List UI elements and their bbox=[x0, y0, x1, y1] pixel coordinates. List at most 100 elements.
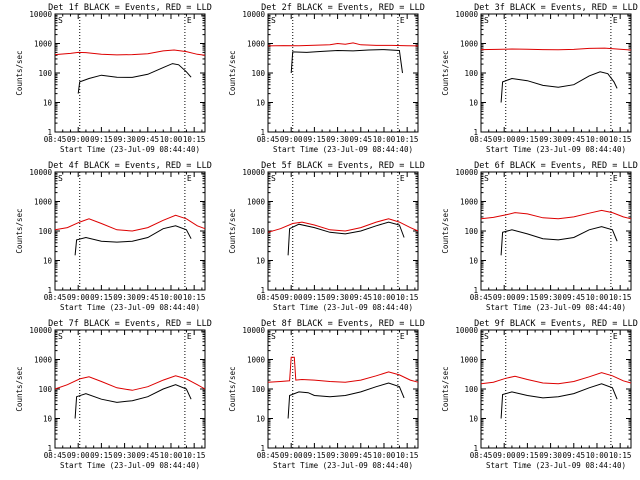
lld-series-line bbox=[54, 214, 206, 232]
events-series-line bbox=[74, 225, 192, 256]
x-tick-label: 09:45 bbox=[349, 135, 372, 144]
x-tick-label: 09:45 bbox=[136, 451, 159, 460]
y-tick-label: 1 bbox=[47, 444, 52, 453]
x-tick-label: 09:00 bbox=[67, 451, 90, 460]
y-axis-label: Counts/sec bbox=[441, 366, 450, 411]
x-tick-label: 09:45 bbox=[349, 293, 372, 302]
y-axis-label: Counts/sec bbox=[228, 50, 237, 95]
x-tick-label: 09:00 bbox=[67, 135, 90, 144]
x-tick-label: 09:45 bbox=[136, 135, 159, 144]
x-tick-label: 09:00 bbox=[493, 293, 516, 302]
x-tick-label: 09:45 bbox=[562, 135, 585, 144]
x-axis-label: Start Time (23-Jul-09 08:44:40) bbox=[273, 145, 413, 154]
events-series-line bbox=[287, 382, 405, 419]
start-marker-label: S bbox=[58, 16, 63, 25]
y-axis-label: Counts/sec bbox=[15, 50, 24, 95]
x-tick-label: 09:30 bbox=[539, 135, 562, 144]
x-tick-label: 09:00 bbox=[280, 293, 303, 302]
end-marker-label: E bbox=[613, 16, 618, 25]
panel-det-8: Det 8f BLACK = Events, RED = LLD 1 10 100 10… bbox=[228, 319, 425, 470]
x-tick-label: 09:30 bbox=[539, 451, 562, 460]
chart-title: Det 9f BLACK = Events, RED = LLD bbox=[474, 319, 638, 329]
lld-series-line bbox=[267, 356, 419, 383]
x-tick-label: 09:15 bbox=[303, 135, 326, 144]
y-tick-label: 10 bbox=[469, 257, 479, 266]
y-tick-label: 100 bbox=[251, 227, 265, 236]
x-tick-label: 10:00 bbox=[160, 293, 183, 302]
y-tick-label: 100 bbox=[38, 385, 52, 394]
y-tick-label: 10000 bbox=[455, 168, 478, 177]
events-series-line bbox=[500, 71, 618, 103]
x-tick-label: 10:00 bbox=[160, 451, 183, 460]
x-tick-label: 10:00 bbox=[373, 135, 396, 144]
y-tick-label: 10 bbox=[256, 415, 266, 424]
y-tick-label: 10 bbox=[256, 257, 266, 266]
x-axis-label: Start Time (23-Jul-09 08:44:40) bbox=[60, 303, 200, 312]
y-tick-label: 100 bbox=[464, 227, 478, 236]
y-tick-label: 1 bbox=[473, 128, 478, 137]
y-tick-label: 1 bbox=[260, 128, 265, 137]
panel-det-3: Det 3f BLACK = Events, RED = LLD 1 10 100 10… bbox=[441, 3, 638, 154]
events-series-line bbox=[74, 384, 192, 419]
y-tick-label: 10 bbox=[43, 99, 53, 108]
y-tick-label: 1 bbox=[473, 286, 478, 295]
y-tick-label: 100 bbox=[464, 385, 478, 394]
x-tick-label: 09:30 bbox=[539, 293, 562, 302]
panel-det-6: Det 6f BLACK = Events, RED = LLD 1 10 100 10… bbox=[441, 161, 638, 312]
y-tick-label: 100 bbox=[38, 227, 52, 236]
start-marker-label: S bbox=[271, 16, 276, 25]
y-tick-label: 10 bbox=[256, 99, 266, 108]
x-tick-label: 10:15 bbox=[183, 135, 206, 144]
y-tick-label: 1000 bbox=[460, 198, 479, 207]
x-tick-label: 10:15 bbox=[396, 293, 419, 302]
x-axis-label: Start Time (23-Jul-09 08:44:40) bbox=[486, 303, 626, 312]
y-tick-label: 1000 bbox=[34, 40, 53, 49]
plot-frame bbox=[54, 13, 206, 133]
x-tick-label: 10:00 bbox=[586, 135, 609, 144]
x-tick-label: 09:30 bbox=[326, 135, 349, 144]
end-marker-label: E bbox=[400, 16, 405, 25]
x-tick-label: 10:15 bbox=[609, 135, 632, 144]
end-marker-label: E bbox=[400, 174, 405, 183]
y-tick-label: 1000 bbox=[247, 40, 266, 49]
x-tick-label: 08:45 bbox=[257, 293, 280, 302]
x-tick-label: 09:00 bbox=[493, 451, 516, 460]
end-marker-label: E bbox=[187, 16, 192, 25]
y-tick-label: 1000 bbox=[460, 356, 479, 365]
events-series-line bbox=[500, 383, 618, 419]
chart-title: Det 5f BLACK = Events, RED = LLD bbox=[261, 161, 425, 171]
x-tick-label: 08:45 bbox=[470, 451, 493, 460]
start-marker-label: S bbox=[271, 174, 276, 183]
x-tick-label: 09:30 bbox=[113, 135, 136, 144]
x-tick-label: 10:15 bbox=[396, 135, 419, 144]
x-tick-label: 08:45 bbox=[257, 451, 280, 460]
x-tick-label: 10:15 bbox=[609, 451, 632, 460]
y-axis-label: Counts/sec bbox=[441, 208, 450, 253]
start-marker-label: S bbox=[484, 174, 489, 183]
x-tick-label: 09:15 bbox=[90, 135, 113, 144]
chart-title: Det 8f BLACK = Events, RED = LLD bbox=[261, 319, 425, 329]
x-tick-label: 09:15 bbox=[90, 293, 113, 302]
y-tick-label: 10 bbox=[43, 415, 53, 424]
y-tick-label: 10000 bbox=[29, 168, 52, 177]
y-tick-label: 10000 bbox=[242, 168, 265, 177]
plot-frame bbox=[480, 329, 632, 449]
y-tick-label: 10000 bbox=[455, 10, 478, 19]
y-tick-label: 10 bbox=[469, 415, 479, 424]
x-tick-label: 09:00 bbox=[493, 135, 516, 144]
x-tick-label: 08:45 bbox=[44, 293, 67, 302]
x-tick-label: 09:30 bbox=[326, 293, 349, 302]
x-tick-label: 10:15 bbox=[183, 293, 206, 302]
x-tick-label: 10:00 bbox=[586, 293, 609, 302]
x-tick-label: 08:45 bbox=[470, 293, 493, 302]
plot-frame bbox=[267, 13, 419, 133]
y-tick-label: 1 bbox=[260, 444, 265, 453]
x-tick-label: 09:45 bbox=[349, 451, 372, 460]
x-tick-label: 09:30 bbox=[113, 293, 136, 302]
panel-det-1: Det 1f BLACK = Events, RED = LLD 1 10 100 10… bbox=[15, 3, 212, 154]
y-tick-label: 1 bbox=[47, 128, 52, 137]
panel-det-4: Det 4f BLACK = Events, RED = LLD 1 10 100 10… bbox=[15, 161, 212, 312]
y-tick-label: 1000 bbox=[34, 356, 53, 365]
chart-title: Det 3f BLACK = Events, RED = LLD bbox=[474, 3, 638, 13]
